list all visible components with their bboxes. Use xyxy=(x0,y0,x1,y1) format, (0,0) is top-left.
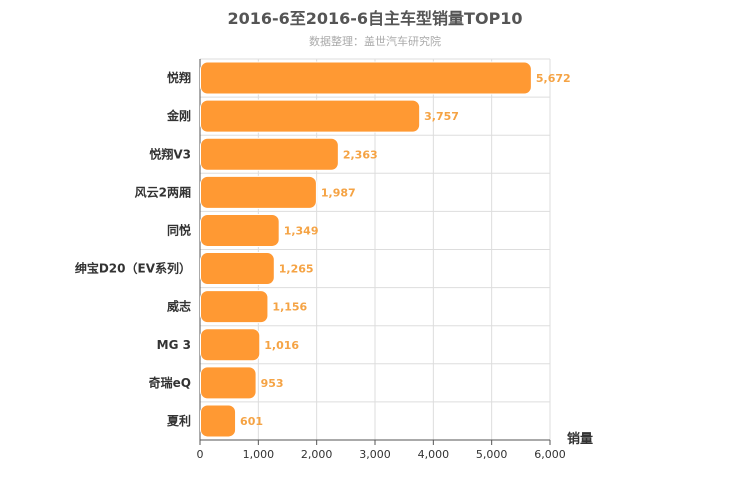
category-label: 悦翔 xyxy=(167,70,191,85)
x-tick-label: 0 xyxy=(197,448,204,461)
value-label: 953 xyxy=(261,377,284,390)
bar xyxy=(200,61,532,95)
x-tick-label: 1,000 xyxy=(243,448,275,461)
bar xyxy=(200,328,261,362)
value-label: 1,265 xyxy=(279,263,314,276)
bar xyxy=(200,404,237,438)
value-label: 3,757 xyxy=(424,110,459,123)
bar xyxy=(200,99,421,133)
chart-subtitle: 数据整理：盖世汽车研究院 xyxy=(309,35,441,48)
category-label: 同悦 xyxy=(167,222,191,237)
category-label: 夏利 xyxy=(167,413,191,428)
value-label: 2,363 xyxy=(343,148,378,161)
bar xyxy=(200,175,317,209)
value-label: 5,672 xyxy=(536,72,571,85)
bar xyxy=(200,366,257,400)
value-label: 1,016 xyxy=(264,339,299,352)
value-label: 1,349 xyxy=(284,224,319,237)
x-tick-label: 3,000 xyxy=(359,448,391,461)
bars xyxy=(200,61,532,438)
value-label: 601 xyxy=(240,415,263,428)
bar xyxy=(200,252,275,286)
category-label: 威志 xyxy=(167,299,191,314)
category-label: 奇瑞eQ xyxy=(149,375,191,390)
category-label: MG 3 xyxy=(157,338,191,352)
category-label: 金刚 xyxy=(166,108,191,123)
category-label: 风云2两厢 xyxy=(135,185,191,199)
bar xyxy=(200,213,280,247)
value-label: 1,156 xyxy=(272,301,307,314)
category-label: 绅宝D20（EV系列） xyxy=(75,261,191,276)
x-axis-title: 销量 xyxy=(567,431,593,447)
bar xyxy=(200,137,339,171)
chart-title: 2016-6至2016-6自主车型销量TOP10 xyxy=(227,9,523,28)
bar xyxy=(200,290,269,324)
category-label: 悦翔V3 xyxy=(149,146,191,161)
value-label: 1,987 xyxy=(321,186,356,199)
x-tick-label: 2,000 xyxy=(301,448,333,461)
x-tick-label: 5,000 xyxy=(476,448,508,461)
x-tick-label: 4,000 xyxy=(418,448,450,461)
x-axis: 0 1,000 2,000 3,000 4,000 5,000 6,000 xyxy=(197,440,566,461)
value-labels: 5,672 3,757 2,363 1,987 1,349 1,265 1,156 1,016… xyxy=(240,72,571,428)
x-tick-label: 6,000 xyxy=(534,448,566,461)
